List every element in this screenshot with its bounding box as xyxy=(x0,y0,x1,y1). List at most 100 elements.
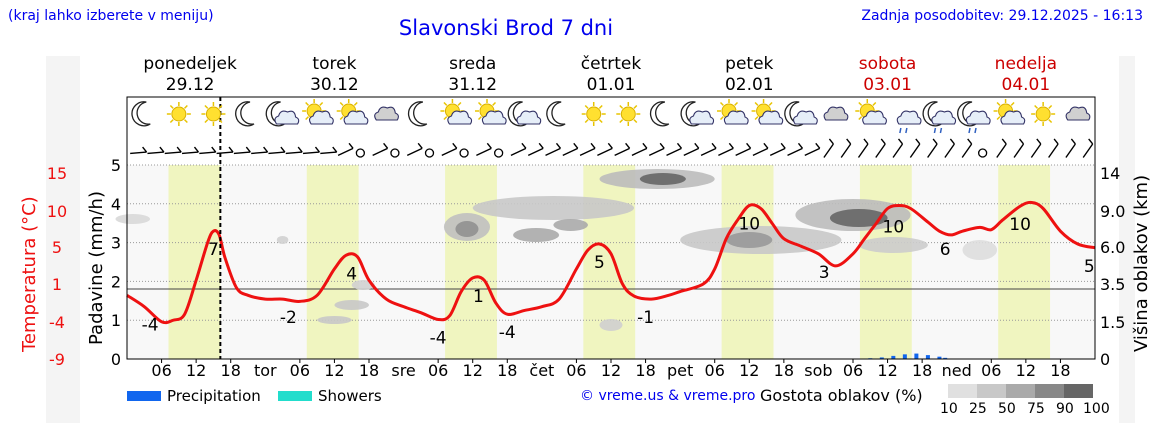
wind-barb xyxy=(683,142,700,156)
left-axis-panel xyxy=(46,56,80,423)
cloud-density-area xyxy=(858,237,928,253)
temperature-label: 5 xyxy=(1084,257,1095,277)
day-date: 29.12 xyxy=(166,75,215,95)
temperature-label: 6 xyxy=(940,240,951,260)
wind-barb xyxy=(804,142,821,156)
temperature-label: 3 xyxy=(819,263,830,283)
cloud-density-area xyxy=(639,173,686,185)
moon-rain-icon xyxy=(922,101,957,134)
wind-barb xyxy=(459,148,469,158)
precip-tick-label: 2 xyxy=(111,272,121,291)
day-date: 01.01 xyxy=(587,75,636,95)
day-name: petek xyxy=(725,54,773,74)
x-tick-label: 18 xyxy=(497,361,517,380)
x-tick-label: 18 xyxy=(912,361,932,380)
right-axis-panel xyxy=(1119,56,1135,423)
cloud-density-scale-label: 10 xyxy=(940,401,958,417)
wind-barb xyxy=(1082,138,1094,158)
temp-axis-title: Temperatura (°C) xyxy=(19,196,40,353)
credit-link[interactable]: © vreme.us & vreme.pro xyxy=(580,388,756,404)
legend-showers-swatch xyxy=(278,391,312,401)
wind-barb xyxy=(996,138,1007,158)
moon-rain-icon xyxy=(957,101,991,134)
wind-barb xyxy=(909,138,921,158)
wind-barb xyxy=(545,142,562,156)
day-date: 04.01 xyxy=(1002,75,1051,95)
temp-tick-label: 5 xyxy=(52,238,62,257)
temperature-line xyxy=(126,200,1096,325)
cloud-height-tick-label: 14 xyxy=(1100,164,1120,183)
x-tick-label: 18 xyxy=(1050,361,1070,380)
wind-barb xyxy=(769,142,786,156)
cloud-density-area xyxy=(513,228,560,242)
cloud-density-scale-label: 50 xyxy=(998,401,1016,417)
cloud-density-area xyxy=(553,219,588,231)
wind-barb xyxy=(406,142,423,156)
sun-cloud-icon xyxy=(993,99,1026,125)
temperature-label: -2 xyxy=(280,308,297,328)
wind-barb xyxy=(164,146,182,155)
cloud-density-area xyxy=(472,196,635,220)
sun-cloud-icon xyxy=(855,99,887,125)
daylight-band xyxy=(168,165,221,359)
precip-bar xyxy=(925,355,930,359)
wind-barb xyxy=(892,138,904,158)
wind-barb xyxy=(927,138,938,158)
wind-barb xyxy=(562,142,579,156)
chart-title: Slavonski Brod 7 dni xyxy=(398,16,614,40)
cloud-height-tick-label: 0 xyxy=(1100,350,1110,369)
sun-cloud-icon xyxy=(440,99,473,125)
wind-barb xyxy=(233,146,251,155)
wind-barb xyxy=(875,138,886,158)
cloud-density-area xyxy=(599,319,623,331)
x-tick-label: 06 xyxy=(428,361,448,380)
moon-icon xyxy=(407,101,428,127)
temperature-label: 1 xyxy=(473,287,484,307)
sun-cloud-icon xyxy=(302,99,334,125)
cloud-density-area xyxy=(317,316,352,324)
wind-barb xyxy=(961,138,973,158)
cloud-icon xyxy=(1065,106,1091,121)
cloud-height-tick-label: 9.0 xyxy=(1100,202,1125,221)
sun-cloud-icon xyxy=(717,99,749,125)
wind-barb xyxy=(424,148,435,158)
temperature-label: 10 xyxy=(883,218,905,238)
legend-precip-label: Precipitation xyxy=(167,387,261,405)
day-date: 02.01 xyxy=(725,75,774,95)
daylight-band xyxy=(445,165,497,359)
x-tick-label: 12 xyxy=(1016,361,1036,380)
sun-icon xyxy=(581,102,606,126)
precip-bar xyxy=(891,355,896,359)
cloud-icon xyxy=(823,106,849,121)
cloud-height-tick-label: 3.5 xyxy=(1100,275,1125,294)
moon-icon xyxy=(649,101,670,127)
wind-barb xyxy=(510,142,527,156)
wind-barb xyxy=(372,142,389,156)
wind-barb xyxy=(130,146,148,155)
sun-icon xyxy=(616,102,641,126)
x-day-label: tor xyxy=(254,361,277,380)
wind-barb xyxy=(1013,138,1025,158)
legend-precip-swatch xyxy=(127,391,161,401)
wind-barb xyxy=(1048,138,1059,158)
x-tick-label: 12 xyxy=(324,361,344,380)
wind-barb xyxy=(147,146,165,155)
daylight-band xyxy=(306,165,359,359)
wind-barb xyxy=(251,146,269,155)
x-tick-label: 12 xyxy=(877,361,897,380)
day-date: 30.12 xyxy=(310,75,359,95)
x-tick-label: 06 xyxy=(290,361,310,380)
wind-barb xyxy=(390,148,400,158)
cloud-density-swatch xyxy=(1006,384,1035,398)
precip-bar xyxy=(943,357,948,359)
cloud-density-swatch xyxy=(948,384,977,398)
moon-cloud-icon xyxy=(265,101,300,127)
cloud-density-area xyxy=(455,221,479,237)
x-tick-label: 06 xyxy=(843,361,863,380)
temperature-label: 4 xyxy=(346,264,357,284)
cloud-density-area xyxy=(726,232,773,248)
precip-bar xyxy=(914,353,919,359)
wind-barb xyxy=(857,138,869,158)
wind-barb xyxy=(320,146,338,155)
